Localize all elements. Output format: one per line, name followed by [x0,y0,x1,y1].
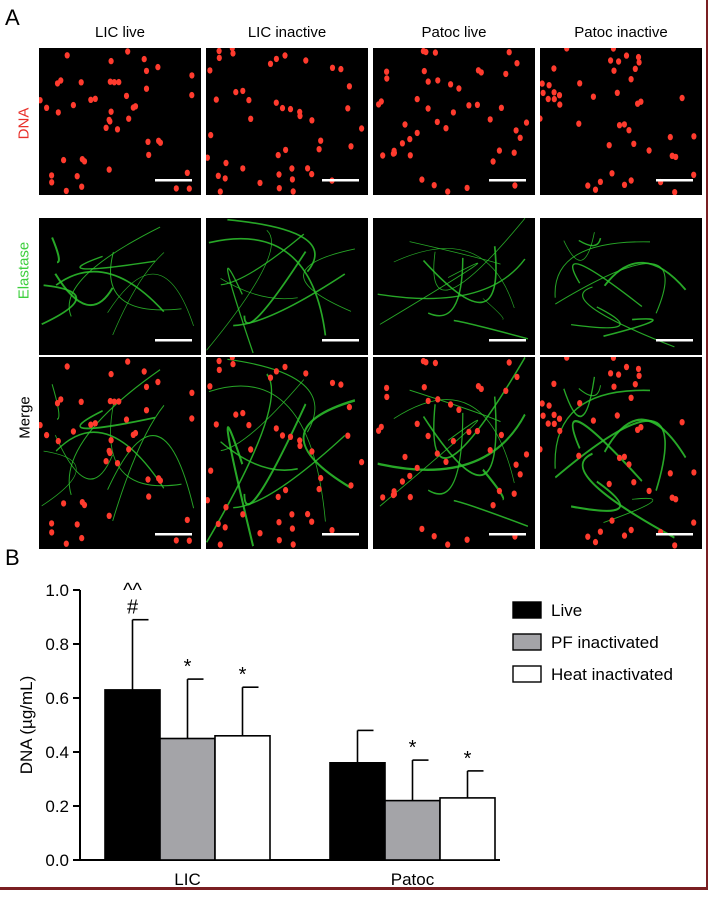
bar-heat-inactivated-patoc [439,797,496,861]
scale-bar [656,533,693,536]
panel-a-letter: A [5,5,20,30]
y-tick-label: 0.2 [45,797,69,816]
micrograph-elastase-lic-inactive [206,218,368,355]
y-axis-label: DNA (µg/mL) [17,676,36,775]
legend-label: PF inactivated [551,633,659,652]
scale-bar [656,179,693,182]
scale-bar [322,179,359,182]
legend-swatch [512,665,542,683]
micrograph-dna-lic-inactive [206,48,368,195]
column-header-patoc-inactive: Patoc inactive [574,24,668,41]
column-header-patoc-live: Patoc live [421,24,487,41]
significance-label: * [409,737,417,759]
y-tick-label: 0.4 [45,743,69,762]
significance-label: * [239,664,247,686]
y-tick-label: 0.6 [45,689,69,708]
x-tick-label: Patoc [391,870,435,889]
legend-swatch [512,633,542,651]
legend-label: Live [551,601,582,620]
significance-label: * [464,748,472,770]
bar-live-lic [104,689,161,861]
micrograph-dna-patoc-live [373,48,535,195]
scale-bar [489,533,526,536]
scale-bar [155,533,192,536]
significance-label: ^^ [123,580,142,602]
micrograph-elastase-patoc-live [373,218,535,355]
micrograph-dna-patoc-inactive [540,48,702,195]
figure-frame-right [706,0,708,890]
scale-bar [155,179,192,182]
column-header-lic-inactive: LIC inactive [247,24,327,41]
x-tick-label: LIC [174,870,200,889]
y-tick-label: 0.0 [45,851,69,870]
scale-bar [489,179,526,182]
scale-bar [656,339,693,342]
micrograph-merge-patoc-inactive [540,357,702,549]
significance-label: * [184,656,192,678]
bar-heat-inactivated-lic [214,735,271,861]
y-tick-label: 0.8 [45,635,69,654]
micrograph-dna-lic-live [39,48,201,195]
panel-b-letter: B [5,545,20,570]
micrograph-elastase-lic-live [39,218,201,355]
row-label-merge: Merge [16,396,34,439]
row-label-elastase: Elastase [15,241,33,300]
micrograph-merge-patoc-live [373,357,535,549]
bar-pf-inactivated-patoc [384,799,441,861]
micrograph-merge-lic-inactive [206,357,368,549]
scale-bar [322,339,359,342]
y-tick-label: 1.0 [45,581,69,600]
figure-frame-bottom [0,887,708,890]
bar-pf-inactivated-lic [159,737,216,861]
significance-label: # [127,597,139,619]
bar-live-patoc [329,762,386,861]
row-label-dna: DNA [15,107,33,140]
dna-bar-chart: 0.0 0.2 0.4 0.6 0.8 1.0 DNA (µg/mL) #^^ * * LIC * * P… [17,580,673,889]
scale-bar [489,339,526,342]
scale-bar [155,339,192,342]
legend-swatch [512,601,542,619]
scale-bar [322,533,359,536]
column-header-lic-live: LIC live [94,24,146,41]
legend-label: Heat inactivated [551,665,673,684]
micrograph-merge-lic-live [39,357,201,549]
micrograph-elastase-patoc-inactive [540,218,702,355]
